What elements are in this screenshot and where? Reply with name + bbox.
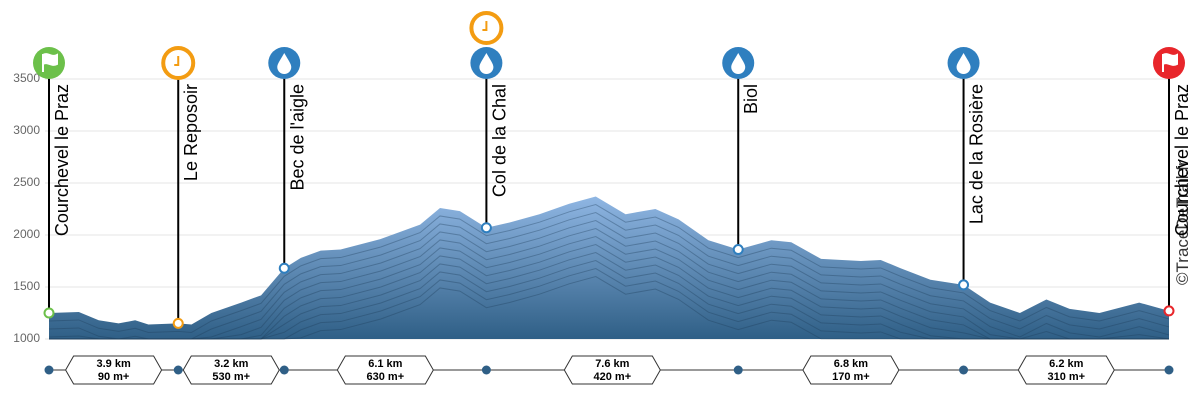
waypoint-icon	[33, 47, 65, 79]
segment-box	[802, 355, 900, 385]
waypoint-marker	[958, 279, 970, 291]
icon-drop	[479, 53, 494, 74]
segment-distance: 6.1 km	[368, 358, 402, 370]
elevation-layer	[49, 227, 1170, 340]
waypoint-icon	[722, 47, 755, 79]
waypoint-icon	[470, 47, 503, 79]
elevation-layer	[49, 267, 1169, 340]
elevation-layer	[48, 211, 1170, 340]
elevation-layer	[48, 219, 1170, 340]
elevation-area	[49, 196, 1169, 339]
elevation-layer	[49, 251, 1169, 340]
icon-flag	[1162, 53, 1178, 72]
segment-box	[65, 355, 163, 385]
segment-distance: 6.8 km	[834, 358, 868, 370]
segment-distance: 3.2 km	[214, 358, 248, 370]
waypoint-icon	[469, 11, 504, 45]
segment-gain: 90 m+	[98, 371, 130, 383]
icon-hands	[174, 56, 180, 66]
segment-gain: 310 m+	[1047, 371, 1085, 383]
waypoint-marker	[732, 244, 744, 256]
segment-dot	[733, 365, 743, 375]
elevation-layer	[48, 203, 1170, 333]
waypoint-label: Le Reposoir	[181, 84, 201, 181]
segment-box	[1017, 355, 1115, 385]
icon-hands	[482, 21, 488, 31]
waypoint-label: Lac de la Rosière	[967, 84, 987, 224]
waypoint-marker	[480, 222, 492, 234]
y-tick-label: 2500	[13, 175, 40, 189]
segment-distance: 6.2 km	[1049, 358, 1083, 370]
segment-dot	[959, 365, 969, 375]
segment-box	[336, 355, 434, 385]
watermark: ©TraceDeTrail.fr	[1173, 160, 1192, 285]
segment-gain: 170 m+	[832, 371, 870, 383]
segment-dot	[1164, 365, 1174, 375]
elevation-layer	[49, 235, 1169, 340]
waypoint-label: Col de la Chal	[489, 84, 509, 197]
segment-gain: 420 m+	[594, 371, 632, 383]
segment-box	[563, 355, 661, 385]
waypoint-label: Bec de l'aigle	[287, 84, 307, 191]
segment-distance: 3.9 km	[96, 358, 130, 370]
segment-dot	[44, 365, 54, 375]
waypoint-icon	[268, 47, 301, 79]
segment-gain: 630 m+	[367, 371, 405, 383]
waypoint-icon	[947, 47, 980, 79]
icon-drop	[956, 53, 971, 74]
y-tick-label: 3500	[13, 71, 40, 85]
y-tick-label: 2000	[13, 227, 40, 241]
waypoint-marker	[43, 307, 55, 319]
icon-flag	[42, 53, 58, 72]
waypoint-marker	[278, 262, 290, 274]
waypoint-icon	[1153, 47, 1185, 79]
icon-drop	[277, 53, 292, 74]
waypoint-label: Biol	[741, 84, 761, 114]
segment-dot	[279, 365, 289, 375]
waypoint-icon	[161, 46, 196, 80]
segment-distance: 7.6 km	[595, 358, 629, 370]
icon-drop	[731, 53, 746, 74]
elevation-layer	[49, 243, 1169, 340]
elevation-layer	[49, 275, 1169, 340]
waypoint-marker	[172, 317, 184, 329]
segment-dot	[173, 365, 183, 375]
segment-box	[182, 355, 280, 385]
segment-dot	[481, 365, 491, 375]
segment-gain: 530 m+	[212, 371, 250, 383]
waypoint-label: Courchevel le Praz	[52, 84, 72, 236]
elevation-layer	[49, 259, 1169, 340]
y-tick-label: 3000	[13, 123, 40, 137]
y-tick-label: 1000	[13, 331, 40, 345]
waypoint-marker	[1163, 305, 1175, 317]
waypoint-label: Courchevel le Praz	[1172, 84, 1192, 236]
y-tick-label: 1500	[13, 279, 40, 293]
